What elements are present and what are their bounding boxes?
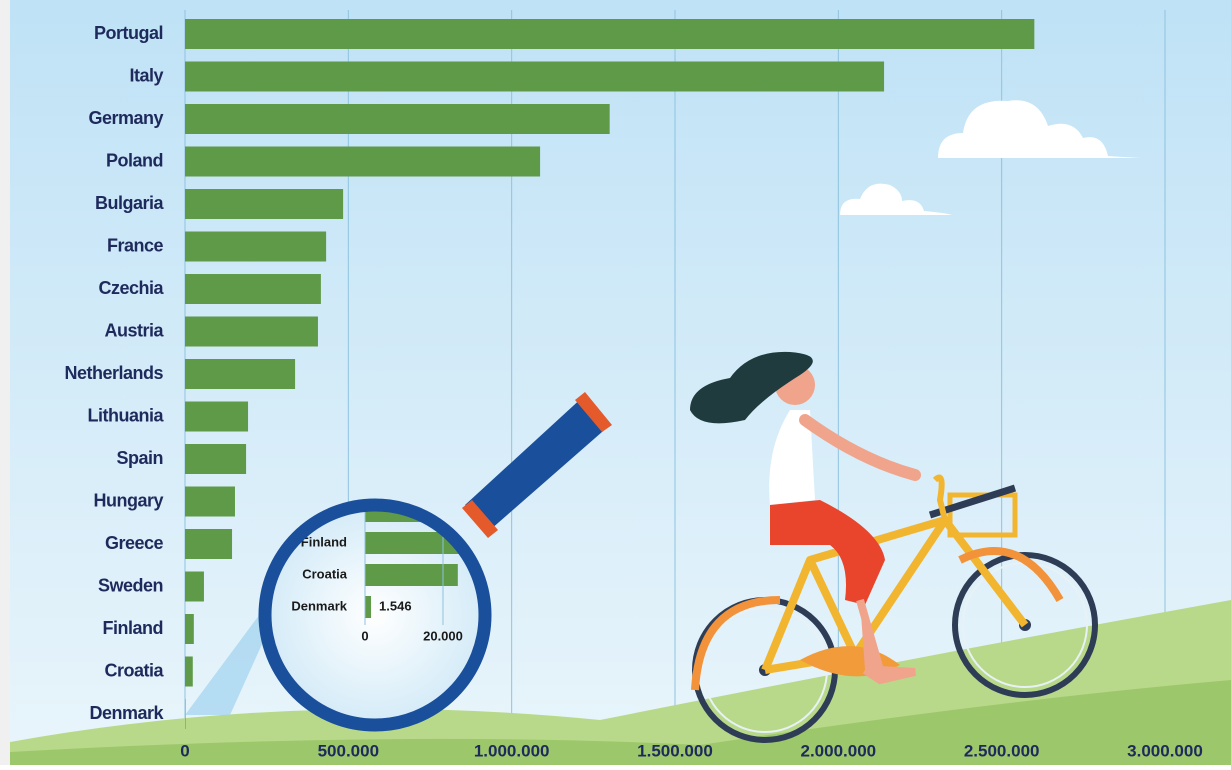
y-tick-label: Poland xyxy=(106,150,163,170)
bar xyxy=(185,572,204,602)
inset-value-label: 1.546 xyxy=(379,598,412,613)
y-tick-label: Lithuania xyxy=(88,405,165,425)
bar xyxy=(185,657,193,687)
inset-bar xyxy=(365,596,371,618)
x-tick-label: 2.000.000 xyxy=(801,741,877,760)
bar xyxy=(185,402,248,432)
y-tick-label: Denmark xyxy=(89,703,164,723)
y-tick-label: Italy xyxy=(129,65,163,85)
y-tick-label: Spain xyxy=(116,448,163,468)
y-tick-label: Netherlands xyxy=(64,363,163,383)
y-tick-label: Finland xyxy=(103,618,164,638)
bar xyxy=(185,147,540,177)
inset-tick-label: 20.000 xyxy=(423,628,463,643)
y-tick-label: France xyxy=(107,235,164,255)
y-tick-label: Portugal xyxy=(94,23,163,43)
y-tick-label: Sweden xyxy=(98,575,163,595)
inset-tick-label: 0 xyxy=(361,628,368,643)
inset-category-label: Finland xyxy=(301,534,347,549)
x-tick-label: 1.000.000 xyxy=(474,741,550,760)
bar xyxy=(185,317,318,347)
bar xyxy=(185,232,326,262)
inset-bar xyxy=(365,564,458,586)
bar xyxy=(185,444,246,474)
inset-category-label: Croatia xyxy=(302,566,348,581)
bar xyxy=(185,104,610,134)
y-tick-label: Hungary xyxy=(93,490,163,510)
y-tick-label: Croatia xyxy=(104,660,164,680)
bar xyxy=(185,19,1034,49)
bar xyxy=(185,529,232,559)
bar xyxy=(185,614,194,644)
bar xyxy=(185,487,235,517)
y-tick-label: Czechia xyxy=(98,278,164,298)
x-tick-label: 1.500.000 xyxy=(637,741,713,760)
x-tick-label: 3.000.000 xyxy=(1127,741,1203,760)
bar xyxy=(185,189,343,219)
y-tick-label: Germany xyxy=(88,108,163,128)
page: SwedenFinlandCroatiaDenmark1.546020.000 … xyxy=(0,0,1231,765)
bar xyxy=(185,62,884,92)
x-tick-label: 2.500.000 xyxy=(964,741,1040,760)
x-tick-label: 0 xyxy=(180,741,189,760)
bar xyxy=(185,699,186,729)
y-tick-label: Greece xyxy=(105,533,164,553)
chart: SwedenFinlandCroatiaDenmark1.546020.000 … xyxy=(0,0,1231,765)
bar xyxy=(185,274,321,304)
bar xyxy=(185,359,295,389)
y-tick-label: Bulgaria xyxy=(95,193,165,213)
y-tick-label: Austria xyxy=(104,320,164,340)
x-tick-label: 500.000 xyxy=(318,741,379,760)
inset-category-label: Denmark xyxy=(291,598,347,613)
